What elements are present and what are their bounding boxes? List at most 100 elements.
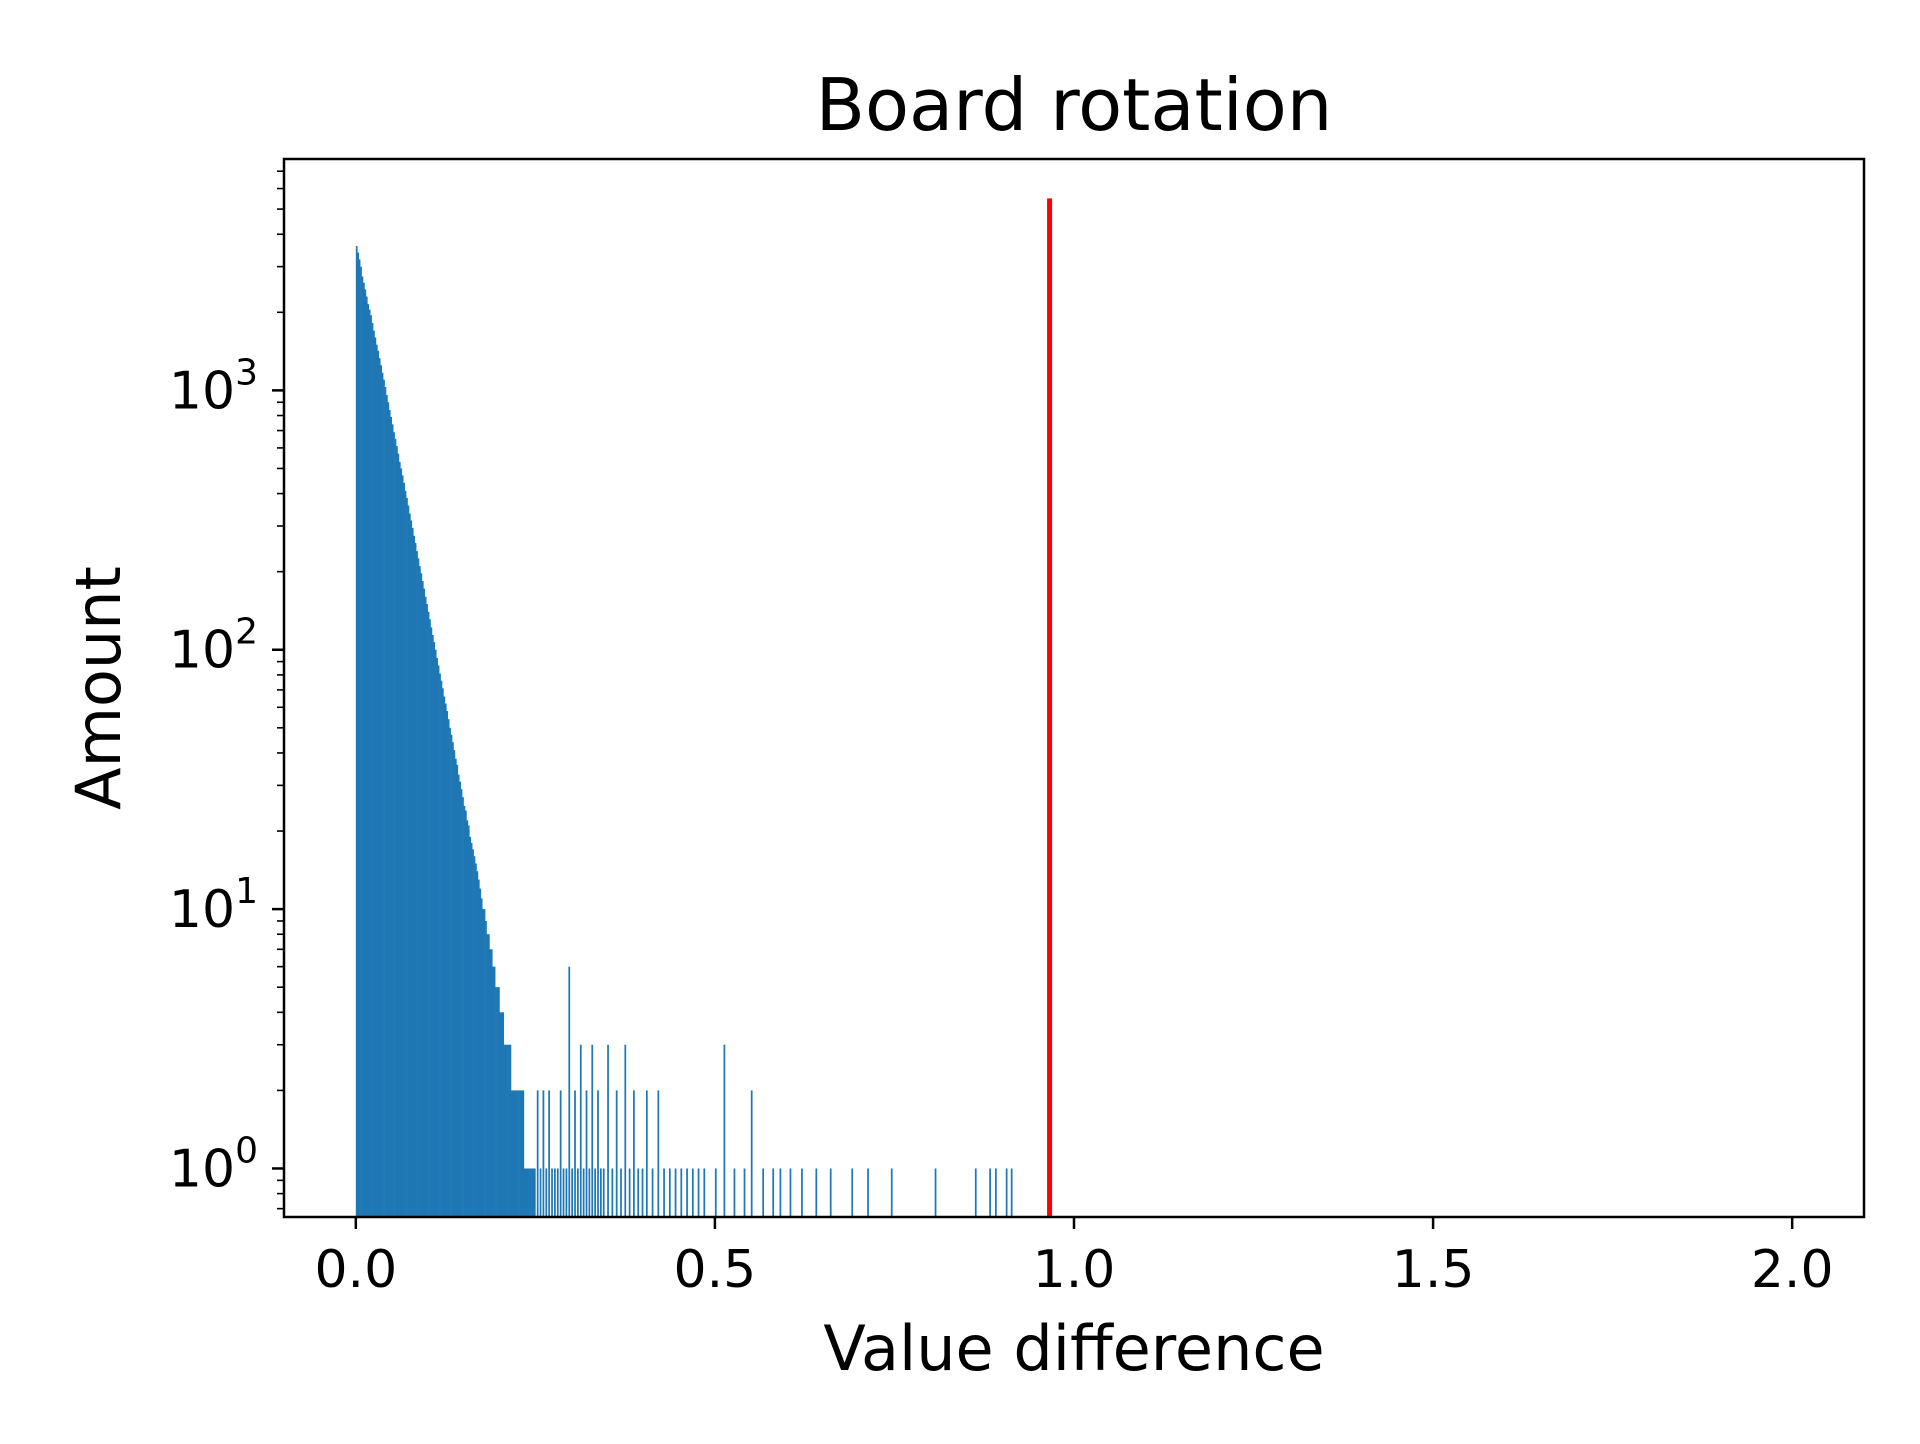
histogram-bar <box>890 1168 893 1217</box>
histogram-bar <box>421 581 424 1217</box>
histogram-bar <box>624 1044 627 1217</box>
y-tick-label: 102 <box>169 612 258 681</box>
histogram-bar <box>368 309 371 1217</box>
histogram-bar <box>579 1044 582 1217</box>
histogram-bar <box>367 304 370 1217</box>
histogram-bar <box>454 758 457 1217</box>
histogram-bar <box>361 276 364 1217</box>
histogram-bar <box>499 1012 502 1217</box>
histogram-bar <box>447 719 450 1217</box>
histogram-bar <box>559 1090 562 1217</box>
histogram-bar <box>456 764 459 1217</box>
histogram-bar <box>513 1090 516 1217</box>
y-tick-label: 103 <box>169 352 258 421</box>
histogram-bar <box>459 781 461 1217</box>
histogram-bar <box>383 379 385 1217</box>
histogram-bar <box>464 810 467 1217</box>
histogram-bar <box>430 627 433 1217</box>
histogram-bar <box>518 1090 520 1217</box>
histogram-bar <box>469 836 472 1217</box>
histogram-bar <box>453 750 456 1217</box>
histogram-bar <box>536 1090 539 1217</box>
y-axis-label: Amount <box>62 566 135 810</box>
histogram-bar <box>482 909 484 1217</box>
histogram-bar <box>762 1168 765 1217</box>
histogram-bar <box>974 1168 977 1217</box>
histogram-bar <box>510 1090 513 1217</box>
histogram-bar <box>442 688 444 1217</box>
histogram-bar <box>439 673 441 1217</box>
histogram-bar <box>641 1168 644 1217</box>
histogram-bar <box>463 805 466 1217</box>
histogram-bar <box>615 1090 618 1217</box>
histogram-bar <box>358 259 361 1217</box>
histogram-bar <box>663 1168 665 1217</box>
histogram-bar <box>492 966 495 1217</box>
histogram-bar <box>449 727 451 1217</box>
histogram-bar <box>378 358 381 1217</box>
histogram-bar <box>486 934 489 1217</box>
histogram-bar <box>551 1168 553 1217</box>
histogram-bar <box>750 1090 753 1217</box>
histogram-bar <box>393 432 395 1217</box>
histogram-bar <box>591 1044 594 1217</box>
y-tick-label: 101 <box>169 871 258 940</box>
histogram-bar <box>531 1168 533 1217</box>
histogram-bar <box>413 535 416 1217</box>
histogram-bar <box>594 1168 596 1217</box>
histogram-bar <box>374 337 377 1217</box>
histogram-bar <box>364 289 367 1217</box>
histogram-bar <box>394 438 397 1217</box>
histogram-bar <box>571 1168 574 1217</box>
histogram-bar <box>528 1168 530 1217</box>
y-axis: 100 101 102 103 <box>169 170 284 1210</box>
histogram-bar <box>588 1168 591 1217</box>
histogram-bar <box>668 1168 671 1217</box>
histogram-bar <box>523 1168 526 1217</box>
histogram-bar <box>496 987 499 1217</box>
histogram-bar <box>680 1168 683 1217</box>
histogram-bar <box>533 1168 536 1217</box>
histogram-bar <box>373 330 375 1217</box>
histogram-bar <box>411 527 414 1217</box>
histogram-bar <box>585 1090 588 1217</box>
histogram-bar <box>462 797 464 1217</box>
histogram-bar <box>611 1168 614 1217</box>
histogram-bar <box>480 898 483 1217</box>
histogram-bar <box>565 1168 568 1217</box>
histogram-bar <box>437 665 440 1217</box>
histogram-bar <box>493 966 496 1217</box>
histogram-bar <box>651 1168 654 1217</box>
histogram-bar <box>476 871 479 1217</box>
histogram-bar <box>400 468 403 1218</box>
histogram-bar <box>401 475 404 1217</box>
histogram-bar <box>519 1090 522 1217</box>
histogram-bar <box>355 246 358 1218</box>
histogram-bar <box>723 1044 726 1217</box>
histogram-bar <box>426 604 428 1217</box>
histogram-bar <box>410 520 413 1217</box>
histogram-bar <box>633 1090 635 1217</box>
histogram-bar <box>473 856 476 1217</box>
histogram-bar <box>505 1044 507 1217</box>
histogram-bar <box>628 1168 631 1217</box>
histogram-bar <box>657 1090 660 1217</box>
histogram-bar <box>489 949 492 1217</box>
histogram-bar <box>562 1168 565 1217</box>
histogram-bar <box>691 1168 694 1217</box>
histogram-bar <box>446 711 449 1217</box>
histogram-bar <box>452 742 454 1217</box>
histogram-bar <box>521 1090 523 1217</box>
histogram-bar <box>516 1090 519 1217</box>
histogram-bar <box>434 649 437 1217</box>
histogram-bar <box>801 1168 803 1217</box>
histogram-bar <box>385 394 388 1218</box>
x-axis-label: Value difference <box>823 1312 1324 1385</box>
histogram-bar <box>525 1168 528 1217</box>
histogram-bar <box>554 1168 556 1217</box>
histogram-bar <box>423 588 426 1217</box>
histogram-bar <box>396 446 398 1217</box>
histogram-bar <box>414 542 417 1217</box>
histogram-bar <box>779 1168 782 1217</box>
